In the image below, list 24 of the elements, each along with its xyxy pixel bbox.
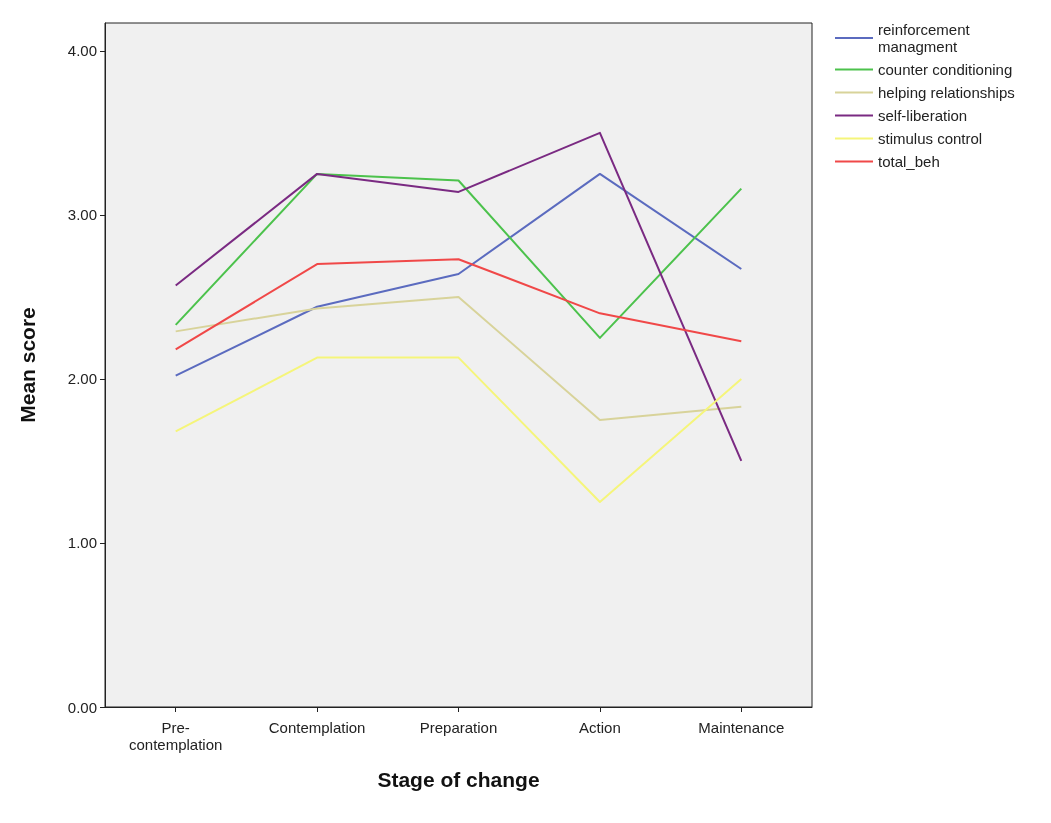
y-tick-label: 0.00	[67, 698, 97, 716]
y-tick-label: 3.00	[67, 206, 97, 224]
legend-label: reinforcement managment	[878, 21, 971, 55]
legend-label: stimulus control	[878, 130, 983, 147]
line-series	[174, 131, 743, 462]
line-series	[174, 356, 743, 503]
y-tick-label: 2.00	[67, 370, 97, 388]
y-tick-label: 1.00	[67, 534, 97, 552]
line-series	[174, 172, 743, 339]
legend-label: self-liberation	[878, 107, 968, 124]
y-tick-label: 4.00	[67, 42, 97, 60]
line-series	[174, 258, 743, 351]
legend-label: helping relationships	[878, 84, 1015, 101]
x-tick-label: Contemplation	[268, 719, 366, 736]
x-tick-label: Action	[579, 719, 621, 736]
x-axis-title: Stage of change	[377, 768, 540, 791]
x-tick-label: Pre-contemplation	[129, 719, 223, 753]
x-tick-label: Maintenance	[698, 719, 785, 736]
line-series	[174, 172, 743, 377]
line-series	[174, 295, 743, 421]
legend-label: counter conditioning	[878, 61, 1013, 78]
x-tick-label: Preparation	[419, 719, 498, 736]
legend-label: total_beh	[878, 153, 940, 170]
y-axis-title: Mean score	[16, 307, 39, 423]
